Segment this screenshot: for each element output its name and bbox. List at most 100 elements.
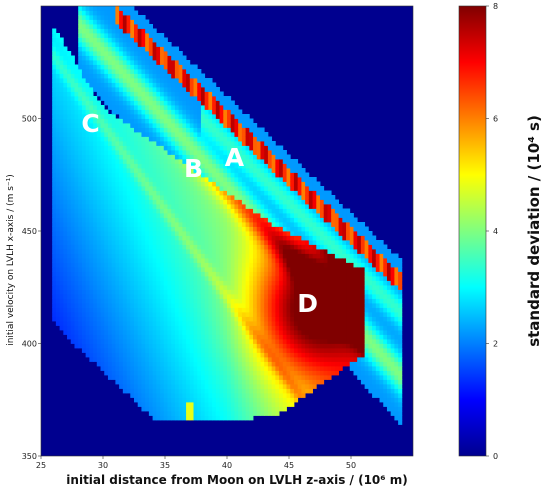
heatmap-cell [156, 330, 161, 335]
heatmap-cell [111, 163, 116, 169]
heatmap-cell [171, 96, 176, 101]
heatmap-cell [89, 348, 94, 353]
heatmap-cell [145, 397, 150, 403]
heatmap-cell [119, 375, 124, 380]
heatmap-cell [130, 96, 135, 101]
heatmap-cell [163, 402, 168, 407]
heatmap-cell [200, 370, 206, 376]
heatmap-cell [81, 217, 87, 223]
heatmap-cell [241, 222, 246, 227]
heatmap-cell [96, 303, 101, 308]
heatmap-cell [163, 384, 168, 389]
heatmap-cell [197, 303, 202, 308]
heatmap-cell [134, 231, 139, 236]
heatmap-cell [107, 114, 113, 119]
heatmap-cell [212, 177, 217, 182]
heatmap-cell [212, 118, 217, 124]
heatmap-cell [178, 51, 183, 56]
heatmap-cell [107, 163, 113, 169]
heatmap-cell [130, 78, 135, 83]
heatmap-cell [74, 330, 79, 335]
heatmap-cell [163, 172, 168, 178]
heatmap-cell [67, 105, 72, 110]
heatmap-cell [126, 217, 131, 223]
heatmap-cell [119, 132, 124, 137]
heatmap-cell [89, 6, 94, 11]
heatmap-cell [141, 73, 146, 79]
heatmap-cell [81, 181, 87, 187]
heatmap-cell [178, 213, 183, 218]
heatmap-cell [204, 240, 209, 245]
heatmap-cell [55, 73, 60, 79]
heatmap-cell [204, 204, 209, 209]
heatmap-cell [67, 217, 72, 223]
heatmap-cell [74, 231, 79, 236]
heatmap-cell [171, 208, 176, 214]
heatmap-cell [267, 267, 273, 272]
heatmap-cell [223, 294, 228, 299]
heatmap-cell [200, 352, 206, 358]
heatmap-cell [141, 303, 146, 308]
heatmap-cell [81, 19, 87, 25]
heatmap-cell [160, 307, 165, 313]
heatmap-cell [249, 163, 254, 169]
heatmap-cell [63, 258, 68, 263]
heatmap-cell [227, 204, 232, 209]
heatmap-cell [63, 321, 68, 326]
heatmap-cell [241, 312, 246, 317]
heatmap-cell [145, 100, 150, 106]
heatmap-cell [70, 105, 75, 110]
heatmap-cell [100, 258, 105, 263]
heatmap-cell [234, 393, 239, 398]
heatmap-cell [148, 51, 153, 56]
heatmap-cell [163, 226, 168, 232]
heatmap-cell [89, 280, 94, 286]
heatmap-cell [189, 321, 194, 326]
heatmap-cell [152, 96, 157, 101]
heatmap-cell [96, 19, 101, 25]
heatmap-cell [78, 276, 83, 281]
heatmap-cell [167, 109, 172, 115]
heatmap-cell [104, 361, 109, 367]
heatmap-cell [163, 73, 168, 79]
heatmap-cell [78, 294, 83, 299]
heatmap-cell [89, 195, 94, 200]
heatmap-cell [290, 375, 295, 380]
heatmap-cell [174, 60, 180, 65]
heatmap-cell [167, 244, 172, 250]
heatmap-cell [145, 73, 150, 79]
heatmap-cell [119, 141, 124, 146]
heatmap-cell [204, 186, 209, 191]
heatmap-cell [171, 249, 176, 254]
heatmap-cell [70, 231, 75, 236]
heatmap-cell [137, 384, 142, 389]
heatmap-cell [130, 222, 135, 227]
heatmap-cell [182, 384, 187, 389]
heatmap-cell [208, 406, 213, 412]
heatmap-cell [122, 307, 127, 313]
heatmap-cell [223, 222, 228, 227]
heatmap-cell [55, 213, 60, 218]
heatmap-cell [81, 213, 87, 218]
heatmap-cell [219, 213, 224, 218]
heatmap-cell [89, 73, 94, 79]
heatmap-cell [245, 258, 250, 263]
heatmap-cell [137, 222, 142, 227]
heatmap-cell [227, 258, 232, 263]
heatmap-cell [200, 235, 206, 241]
heatmap-cell [152, 154, 157, 160]
heatmap-cell [163, 244, 168, 250]
heatmap-cell [115, 24, 120, 29]
heatmap-cell [241, 352, 246, 358]
heatmap-cell [160, 114, 165, 119]
heatmap-cell [245, 231, 250, 236]
heatmap-cell [145, 163, 150, 169]
heatmap-cell [249, 330, 254, 335]
heatmap-cell [297, 168, 302, 173]
heatmap-cell [81, 163, 87, 169]
heatmap-cell [208, 177, 213, 182]
heatmap-cell [264, 289, 269, 295]
heatmap-cell [156, 240, 161, 245]
heatmap-cell [59, 226, 64, 232]
heatmap-cell [163, 199, 168, 205]
